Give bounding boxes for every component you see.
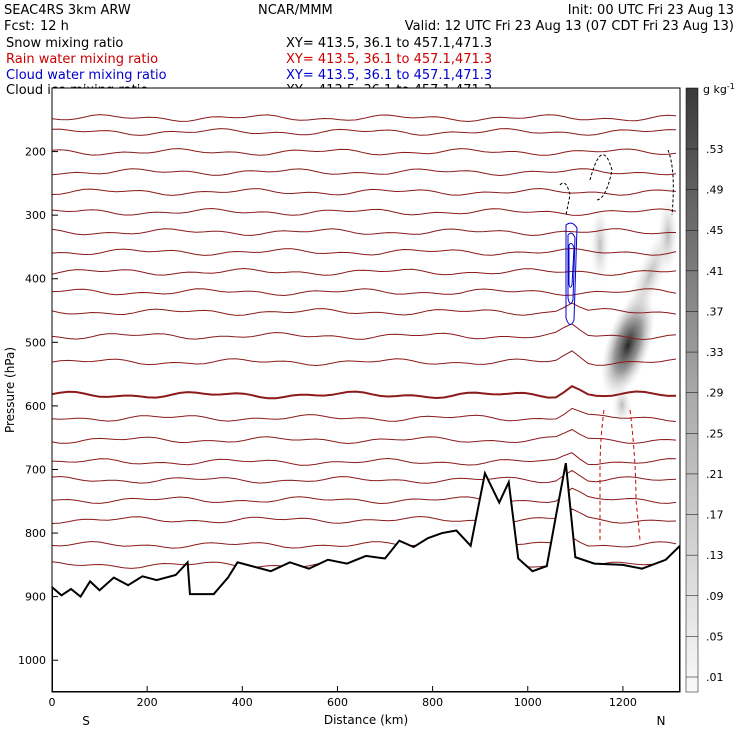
colorbar-tick-label: .13	[706, 549, 724, 562]
y-tick-label: 300	[25, 209, 46, 222]
colorbar-ticks: .53 .49 .45 .41 .37 .33 .29 .25 .21 .17 .13 .09 .05.…	[686, 143, 724, 684]
colorbar-tick-label: .49	[706, 184, 724, 197]
cloud-water-contour-outer	[565, 222, 578, 325]
colorbar-unit-exponent: -1	[727, 82, 735, 91]
isotherm-line	[52, 128, 677, 136]
colorbar-tick-label: .01	[706, 671, 724, 684]
y-tick-label: 600	[25, 400, 46, 413]
isotherm-line	[52, 350, 677, 367]
isotherm-line	[52, 114, 677, 123]
fcst-value: 12 h	[40, 19, 69, 34]
colorbar-tick-label: .21	[706, 468, 724, 481]
init-time: Init: 00 UTC Fri 23 Aug 13	[568, 3, 734, 18]
y-tick-label: 800	[25, 527, 46, 540]
plot-content	[52, 114, 680, 692]
x-axis-title: Distance (km)	[324, 713, 408, 727]
x-axis: 0 200 400 600 800 1000 1200	[49, 686, 637, 709]
isotherm-line	[52, 148, 677, 156]
x-tick-label: 600	[327, 696, 348, 709]
colorbar-tick-label: .29	[706, 387, 724, 400]
colorbar-unit-text: g kg	[703, 83, 727, 96]
colorbar-tick-label: .41	[706, 265, 724, 278]
x-tick-label: 1000	[514, 696, 542, 709]
y-tick-label: 500	[25, 336, 46, 349]
isotherm-line	[52, 247, 677, 256]
snow-lower-shade	[612, 385, 632, 425]
y-tick-label: 400	[25, 273, 46, 286]
colorbar-unit: g kg-1	[703, 82, 735, 96]
isotherm-line	[52, 228, 676, 237]
endpoint-south: S	[82, 714, 90, 728]
y-axis-title: Pressure (hPa)	[3, 347, 17, 433]
ice-contours	[559, 149, 674, 216]
fcst-label: Fcst:	[4, 19, 35, 34]
y-tick-label: 900	[25, 591, 46, 604]
y-tick-label: 700	[25, 463, 46, 476]
terrain-outline	[52, 462, 680, 692]
rain-contours	[599, 409, 641, 541]
isotherm-line	[52, 487, 677, 505]
colorbar-tick-label: .05	[706, 630, 724, 643]
snow-shading	[590, 195, 678, 425]
cloud-water-contours	[565, 222, 578, 325]
model-name: SEAC4RS 3km ARW	[4, 3, 131, 18]
colorbar-tick-label: .33	[706, 346, 724, 359]
rain-contour-right	[629, 409, 641, 541]
colorbar-tick-label: .37	[706, 305, 724, 318]
isotherm-line	[52, 187, 677, 196]
colorbar-tick-label: .45	[706, 224, 724, 237]
y-tick-label: 1000	[18, 654, 46, 667]
isotherm-line	[52, 469, 677, 484]
temperature-contours	[52, 114, 677, 569]
isotherm-line	[52, 407, 677, 422]
colorbar-tick-label: .53	[706, 143, 724, 156]
isotherm-line	[52, 452, 677, 466]
isotherm-line	[52, 288, 677, 297]
colorbar-tick-label: .25	[706, 427, 724, 440]
x-tick-label: 1200	[609, 696, 637, 709]
snow-upper-shade	[590, 205, 610, 285]
endpoint-north: N	[657, 714, 666, 728]
cloud-water-contour-mid	[567, 232, 576, 304]
isotherm-line	[52, 207, 677, 216]
y-tick-label: 200	[25, 146, 46, 159]
colorbar-tick-label: .09	[706, 590, 724, 603]
y-axis: 200 300 400 500 600 700 800 900 1000	[18, 146, 58, 667]
isotherm-line	[52, 508, 677, 524]
colorbar	[685, 87, 699, 693]
field-name-rain: Rain water mixing ratio	[6, 52, 158, 67]
field-xy-snow: XY= 413.5, 36.1 to 457.1,471.3	[286, 36, 492, 51]
ice-contour-b	[589, 154, 613, 201]
cloud-water-contour-inner	[568, 243, 575, 288]
plot-frame	[51, 87, 681, 693]
x-tick-label: 200	[137, 696, 158, 709]
ice-contour-c	[667, 149, 674, 216]
valid-time: Valid: 12 UTC Fri 23 Aug 13 (07 CDT Fri …	[405, 19, 734, 34]
isotherm-line	[52, 267, 677, 276]
colorbar-tick-label: .17	[706, 509, 724, 522]
isotherm-line	[52, 428, 677, 445]
x-tick-label: 800	[422, 696, 443, 709]
x-tick-label: 0	[49, 696, 56, 709]
x-tick-label: 400	[232, 696, 253, 709]
field-name-cloud-water: Cloud water mixing ratio	[6, 68, 167, 83]
field-name-snow: Snow mixing ratio	[6, 36, 123, 51]
center-name: NCAR/MMM	[258, 3, 333, 18]
field-xy-cloud-water: XY= 413.5, 36.1 to 457.1,471.3	[286, 68, 492, 83]
field-xy-rain: XY= 413.5, 36.1 to 457.1,471.3	[286, 52, 492, 67]
isotherm-line	[52, 385, 677, 400]
isotherm-line	[52, 168, 677, 177]
snow-right-shade	[658, 195, 678, 275]
ice-contour-a	[559, 182, 571, 216]
